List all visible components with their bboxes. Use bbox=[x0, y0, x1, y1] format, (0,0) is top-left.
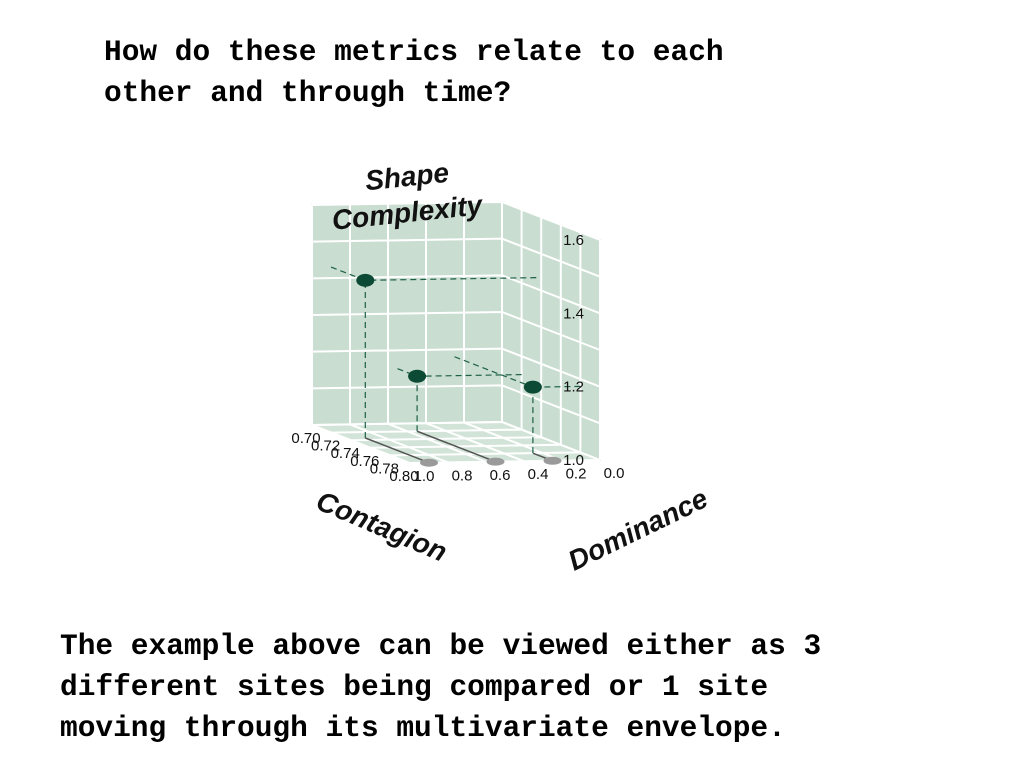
x-tick-label: 0.70 bbox=[291, 430, 320, 447]
wall-gridline-shape bbox=[311, 347, 601, 388]
point-shadow bbox=[420, 458, 438, 467]
floor-gridline-contagion bbox=[331, 428, 522, 434]
floor-gridline-dominance bbox=[349, 423, 449, 464]
floor-gridline-contagion bbox=[351, 436, 542, 442]
floor-gridline-contagion bbox=[370, 443, 561, 449]
y-tick-label: 0.8 bbox=[452, 467, 473, 484]
point-shadow bbox=[543, 456, 562, 465]
caption-text: The example above can be viewed either a… bbox=[60, 629, 822, 745]
z-tick-label: 1.6 bbox=[563, 232, 584, 249]
guide-line-to-left-wall bbox=[417, 374, 522, 377]
guide-line-to-right-wall bbox=[397, 368, 418, 377]
z-tick-label: 1.2 bbox=[563, 379, 584, 396]
floor-gridline-contagion bbox=[409, 459, 601, 464]
guide-line-to-left-wall bbox=[365, 277, 537, 281]
guide-line-to-left-wall bbox=[532, 385, 581, 388]
z-tick-label: 1.4 bbox=[563, 305, 584, 322]
y-tick-label: 0.4 bbox=[528, 466, 549, 483]
floor-gridline-dominance bbox=[387, 422, 487, 463]
guide-line-to-right-wall bbox=[454, 356, 534, 388]
x-tick-label: 0.80 bbox=[389, 468, 418, 485]
page-heading: How do these metrics relate to each othe… bbox=[104, 35, 724, 110]
z-tick-label: 1.0 bbox=[563, 452, 584, 469]
wall-gridline-shape bbox=[311, 200, 601, 241]
x-tick-label: 0.76 bbox=[350, 453, 379, 470]
shadow-line bbox=[365, 437, 430, 464]
wall-gridline-shape bbox=[311, 274, 601, 315]
y-axis-title: Dominance bbox=[563, 482, 712, 576]
z-axis-title-line1: Shape bbox=[364, 157, 451, 197]
y-tick-label: 1.0 bbox=[414, 468, 435, 485]
y-tick-label: 0.2 bbox=[566, 466, 587, 483]
wall-gridline-shape bbox=[311, 384, 601, 425]
x-tick-label: 0.72 bbox=[311, 438, 340, 455]
y-tick-label: 0.6 bbox=[490, 467, 511, 484]
floor-gridline-dominance bbox=[425, 422, 525, 463]
wall-gridline-shape bbox=[311, 237, 601, 278]
point-shadow bbox=[486, 457, 505, 466]
floor-gridline-contagion bbox=[390, 451, 581, 457]
x-tick-label: 0.78 bbox=[370, 460, 399, 477]
chart-ticks: 1.61.41.21.00.700.720.740.760.780.801.0 0… bbox=[291, 232, 624, 485]
data-point bbox=[523, 380, 542, 394]
wall-gridline-shape bbox=[311, 420, 601, 461]
chart-marks bbox=[330, 266, 581, 467]
y-tick-label: 0.0 bbox=[604, 465, 625, 482]
x-tick-label: 0.74 bbox=[331, 445, 360, 462]
x-axis-title: Contagion bbox=[312, 485, 452, 568]
floor-gridline-dominance bbox=[311, 424, 411, 464]
wall-gridline-shape bbox=[311, 310, 601, 351]
chart-gridlines bbox=[311, 200, 601, 464]
shadow-line bbox=[416, 430, 496, 463]
floor-gridline-dominance bbox=[463, 421, 563, 462]
data-point bbox=[408, 369, 427, 383]
data-point bbox=[356, 273, 375, 287]
